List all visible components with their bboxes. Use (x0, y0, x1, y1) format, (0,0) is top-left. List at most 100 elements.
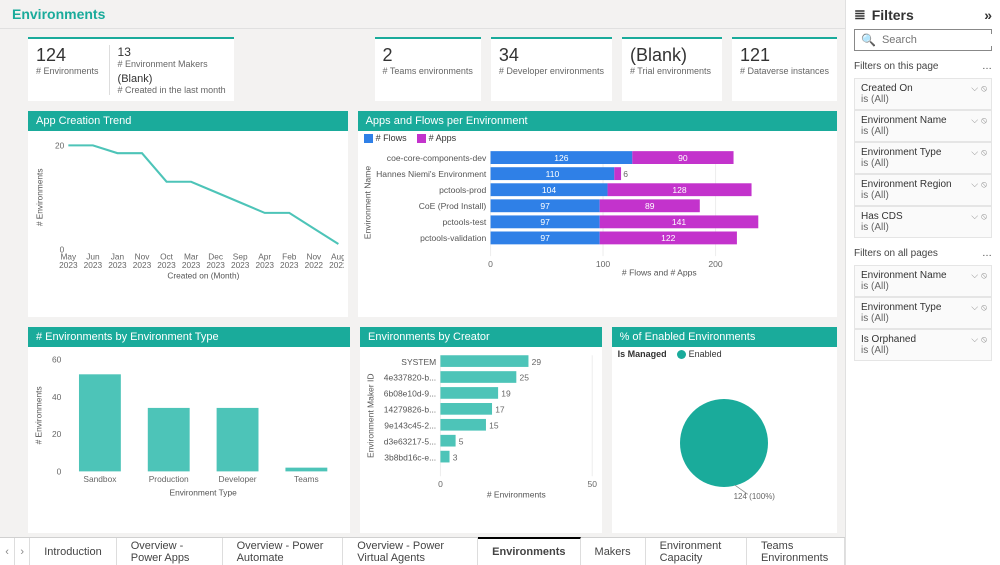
report-tab[interactable]: Overview - Power Automate (223, 538, 344, 565)
report-tabs: ‹ › Introduction Overview - Power Apps O… (0, 537, 845, 565)
svg-text:3b8bd16c-e...: 3b8bd16c-e... (384, 452, 436, 462)
svg-text:3: 3 (453, 452, 458, 462)
chevron-down-icon[interactable]: ⌵ (971, 179, 978, 190)
filter-card[interactable]: Environment Region is (All) ⌵ ⦸ (854, 174, 992, 206)
filter-card[interactable]: Environment Type is (All) ⌵ ⦸ (854, 142, 992, 174)
kpi-developer: 34 # Developer environments (491, 37, 612, 101)
chevron-down-icon[interactable]: ⌵ (971, 211, 978, 222)
chevron-down-icon[interactable]: ⌵ (971, 270, 978, 281)
svg-text:CoE (Prod Install): CoE (Prod Install) (418, 201, 486, 211)
chevron-down-icon[interactable]: ⌵ (971, 302, 978, 313)
filter-name: Environment Name (861, 270, 985, 281)
filter-card[interactable]: Created On is (All) ⌵ ⦸ (854, 78, 992, 110)
svg-text:2023: 2023 (280, 260, 299, 270)
report-tab[interactable]: Teams Environments (747, 538, 845, 565)
svg-text:2023: 2023 (84, 260, 103, 270)
filter-name: Is Orphaned (861, 334, 985, 345)
chevron-down-icon[interactable]: ⌵ (971, 334, 978, 345)
filter-card[interactable]: Is Orphaned is (All) ⌵ ⦸ (854, 329, 992, 361)
filter-name: Environment Region (861, 179, 985, 190)
svg-text:2023: 2023 (133, 260, 152, 270)
svg-text:Created on (Month): Created on (Month) (167, 270, 239, 280)
more-icon[interactable]: … (982, 61, 992, 72)
report-tab[interactable]: Environments (478, 537, 580, 565)
svg-text:40: 40 (52, 392, 62, 402)
pie-chart (669, 388, 779, 498)
chevron-down-icon[interactable]: ⌵ (971, 115, 978, 126)
svg-text:2023: 2023 (108, 260, 127, 270)
svg-text:0: 0 (488, 259, 493, 269)
svg-text:89: 89 (645, 201, 655, 211)
svg-text:Teams: Teams (294, 474, 319, 484)
kpi-label: # Trial environments (630, 66, 714, 76)
search-input[interactable] (882, 34, 1000, 46)
kpi-value: 34 (499, 45, 604, 66)
report-tab[interactable]: Overview - Power Apps (117, 538, 223, 565)
more-icon[interactable]: … (982, 248, 992, 259)
clear-filter-icon[interactable]: ⦸ (981, 334, 987, 345)
kpi-value: 124 (36, 45, 99, 66)
svg-text:2023: 2023 (157, 260, 176, 270)
tab-next-icon[interactable]: › (15, 538, 30, 565)
clear-filter-icon[interactable]: ⦸ (981, 211, 987, 222)
stacked-bar-chart: 0100200coe-core-components-dev12690Hanne… (362, 149, 833, 278)
filter-condition: is (All) (861, 158, 985, 169)
report-tab[interactable]: Overview - Power Virtual Agents (343, 538, 478, 565)
column-chart: 0204060SandboxProductionDeveloperTeamsEn… (32, 351, 346, 498)
svg-text:14279826-b...: 14279826-b... (384, 405, 436, 415)
svg-text:104: 104 (542, 185, 557, 195)
kpi-label: # Environments (36, 66, 99, 76)
svg-text:29: 29 (532, 357, 542, 367)
svg-text:9e143c45-2...: 9e143c45-2... (384, 420, 436, 430)
legend-dim: Is Managed (618, 349, 667, 359)
kpi-value: 13 (118, 45, 226, 59)
report-tab[interactable]: Makers (581, 538, 646, 565)
filter-condition: is (All) (861, 190, 985, 201)
svg-text:0: 0 (57, 467, 62, 477)
collapse-icon[interactable]: » (984, 7, 992, 23)
filter-name: Has CDS (861, 211, 985, 222)
svg-text:97: 97 (540, 217, 550, 227)
filters-title: Filters (872, 7, 914, 23)
svg-text:2023: 2023 (256, 260, 275, 270)
panel-app-creation-trend: App Creation Trend 020May2023Jun2023Jan2… (28, 111, 348, 317)
svg-text:2022: 2022 (329, 260, 343, 270)
chevron-down-icon[interactable]: ⌵ (971, 147, 978, 158)
svg-text:4e337820-b...: 4e337820-b... (384, 373, 436, 383)
kpi-trial: (Blank) # Trial environments (622, 37, 722, 101)
panel-title: # Environments by Environment Type (28, 327, 350, 347)
kpi-dataverse: 121 # Dataverse instances (732, 37, 837, 101)
svg-text:90: 90 (678, 153, 688, 163)
svg-text:17: 17 (495, 405, 505, 415)
svg-text:20: 20 (52, 429, 62, 439)
kpi-row: 124 # Environments 13 # Environment Make… (28, 37, 837, 101)
filter-condition: is (All) (861, 94, 985, 105)
svg-text:141: 141 (671, 217, 686, 227)
clear-filter-icon[interactable]: ⦸ (981, 179, 987, 190)
svg-text:19: 19 (501, 389, 511, 399)
clear-filter-icon[interactable]: ⦸ (981, 147, 987, 158)
chevron-down-icon[interactable]: ⌵ (971, 83, 978, 94)
filter-name: Created On (861, 83, 985, 94)
report-tab[interactable]: Environment Capacity (646, 538, 747, 565)
hbar-chart: 050SYSTEM294e337820-b...256b08e10d-9...1… (364, 351, 598, 500)
svg-text:pctools-test: pctools-test (442, 217, 486, 227)
svg-text:97: 97 (540, 201, 550, 211)
clear-filter-icon[interactable]: ⦸ (981, 83, 987, 94)
tab-prev-icon[interactable]: ‹ (0, 538, 15, 565)
chart-legend: Is Managed Enabled (612, 347, 837, 361)
filter-card[interactable]: Has CDS is (All) ⌵ ⦸ (854, 206, 992, 238)
filter-search[interactable]: 🔍 (854, 29, 992, 51)
legend-label: # Flows (376, 133, 407, 143)
filter-card[interactable]: Environment Name is (All) ⌵ ⦸ (854, 110, 992, 142)
kpi-value: 2 (383, 45, 473, 66)
filter-card[interactable]: Environment Type is (All) ⌵ ⦸ (854, 297, 992, 329)
svg-text:60: 60 (52, 355, 62, 365)
svg-text:6: 6 (623, 169, 628, 179)
report-tab[interactable]: Introduction (30, 538, 116, 565)
clear-filter-icon[interactable]: ⦸ (981, 115, 987, 126)
clear-filter-icon[interactable]: ⦸ (981, 302, 987, 313)
kpi-label: # Environment Makers (118, 59, 226, 69)
clear-filter-icon[interactable]: ⦸ (981, 270, 987, 281)
filter-card[interactable]: Environment Name is (All) ⌵ ⦸ (854, 265, 992, 297)
